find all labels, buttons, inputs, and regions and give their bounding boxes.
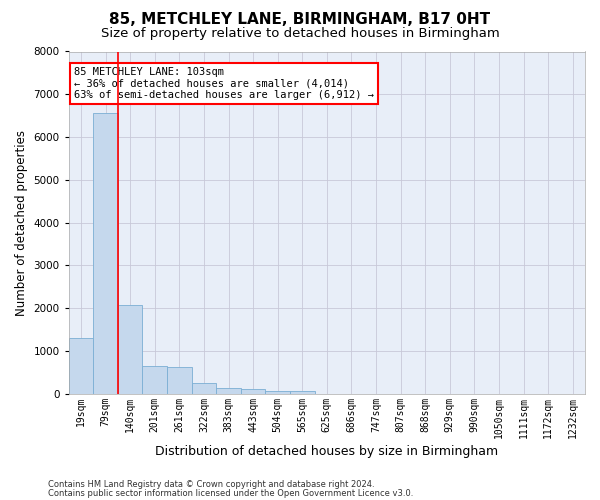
Bar xyxy=(93,112,118,394)
Bar xyxy=(290,391,314,394)
Text: 85, METCHLEY LANE, BIRMINGHAM, B17 0HT: 85, METCHLEY LANE, BIRMINGHAM, B17 0HT xyxy=(109,12,491,28)
Text: 85 METCHLEY LANE: 103sqm
← 36% of detached houses are smaller (4,014)
63% of sem: 85 METCHLEY LANE: 103sqm ← 36% of detach… xyxy=(74,67,374,100)
Bar xyxy=(191,383,216,394)
Text: Contains public sector information licensed under the Open Government Licence v3: Contains public sector information licen… xyxy=(48,488,413,498)
Bar xyxy=(241,390,265,394)
Y-axis label: Number of detached properties: Number of detached properties xyxy=(15,130,28,316)
Bar xyxy=(167,367,191,394)
X-axis label: Distribution of detached houses by size in Birmingham: Distribution of detached houses by size … xyxy=(155,444,499,458)
Bar xyxy=(142,366,167,394)
Bar xyxy=(216,388,241,394)
Text: Contains HM Land Registry data © Crown copyright and database right 2024.: Contains HM Land Registry data © Crown c… xyxy=(48,480,374,489)
Bar xyxy=(69,338,93,394)
Bar xyxy=(118,304,142,394)
Bar xyxy=(265,391,290,394)
Text: Size of property relative to detached houses in Birmingham: Size of property relative to detached ho… xyxy=(101,28,499,40)
